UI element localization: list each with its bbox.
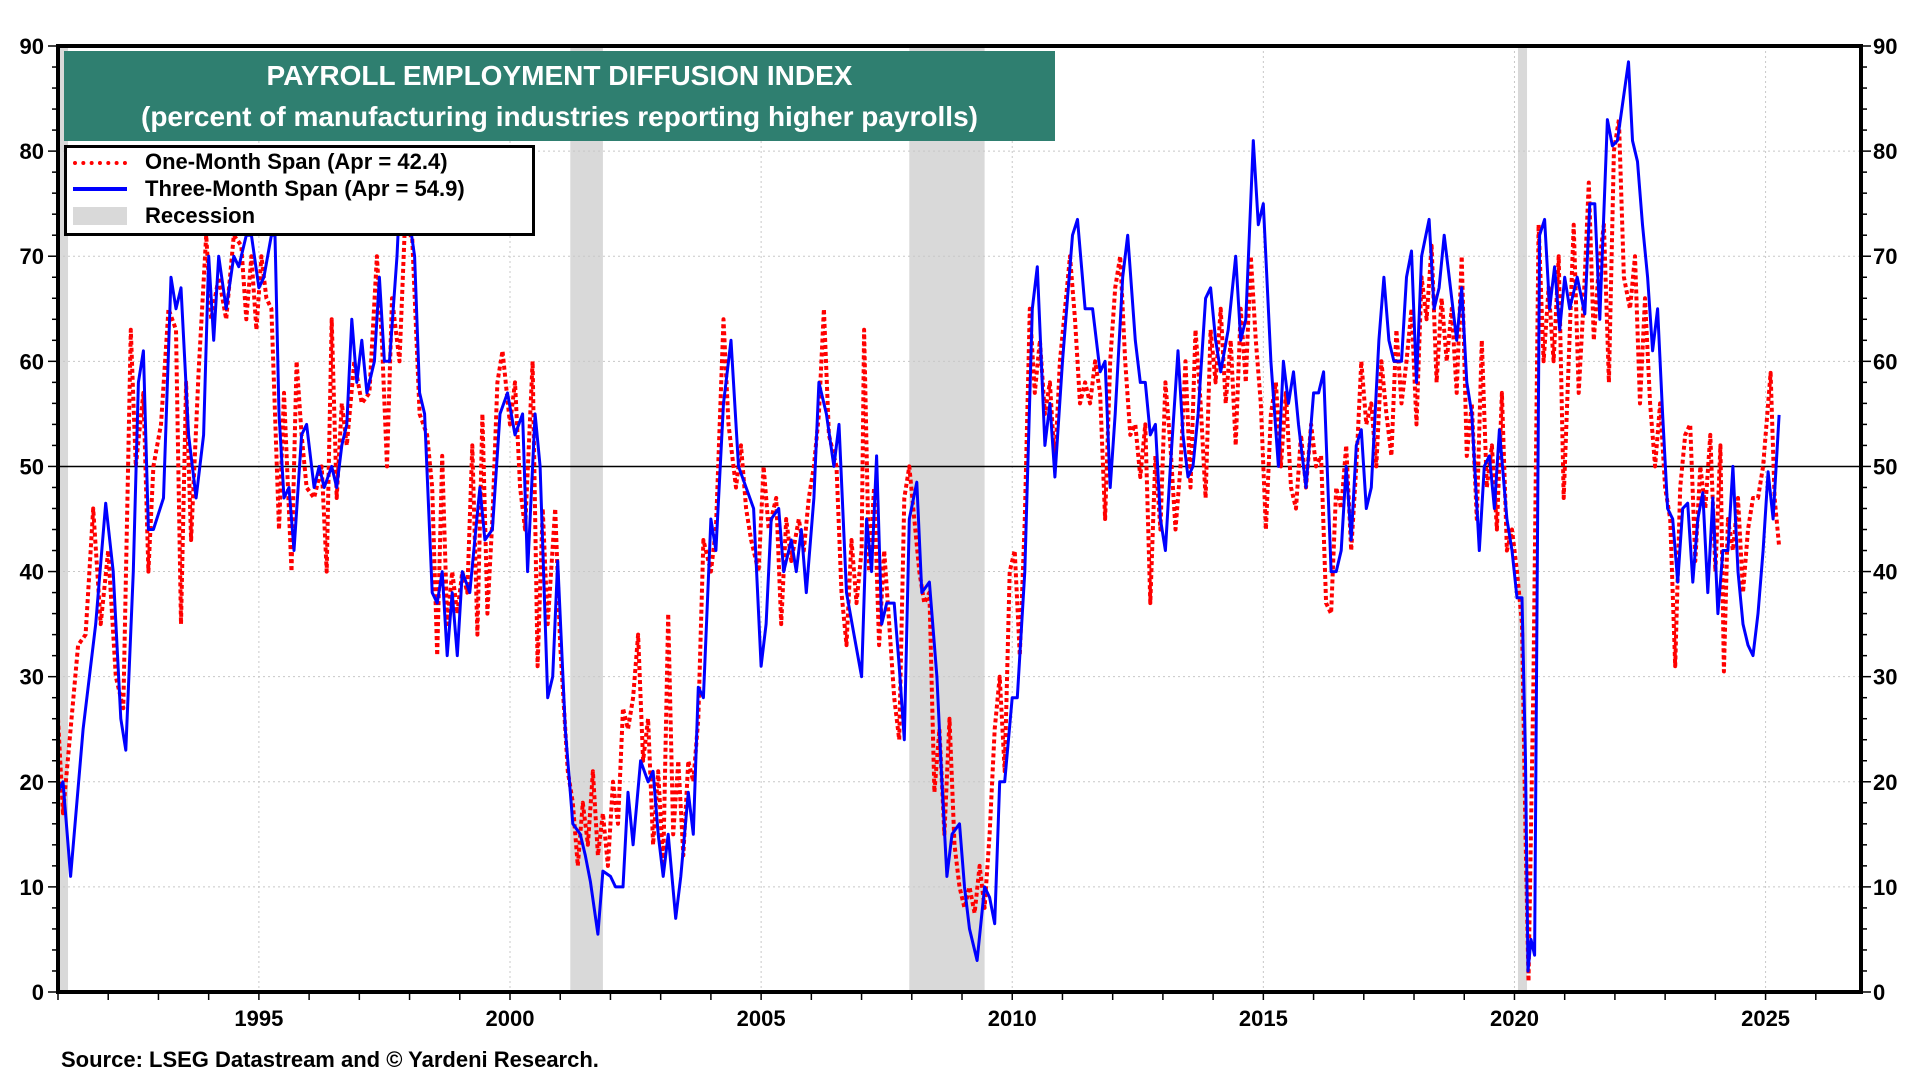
y-tick-label-right: 10 <box>1873 875 1897 900</box>
x-tick-label: 2025 <box>1741 1006 1790 1031</box>
x-tick-label: 2010 <box>988 1006 1037 1031</box>
y-tick-label-left: 0 <box>32 980 44 1005</box>
legend: One-Month Span (Apr = 42.4) Three-Month … <box>64 145 535 236</box>
source-note: Source: LSEG Datastream and © Yardeni Re… <box>61 1047 599 1072</box>
y-tick-label-right: 30 <box>1873 665 1897 690</box>
y-tick-label-left: 40 <box>20 560 44 585</box>
chart-title: PAYROLL EMPLOYMENT DIFFUSION INDEX <box>266 60 853 91</box>
y-tick-label-left: 50 <box>20 454 44 479</box>
legend-item-three-month: Three-Month Span (Apr = 54.9) <box>67 175 532 202</box>
y-tick-label-left: 20 <box>20 770 44 795</box>
y-tick-label-left: 60 <box>20 349 44 374</box>
series-line-three-month <box>56 60 1781 973</box>
x-tick-label: 1995 <box>234 1006 283 1031</box>
x-tick-label: 2000 <box>486 1006 535 1031</box>
recession-band <box>909 46 985 992</box>
y-tick-label-left: 80 <box>20 139 44 164</box>
y-tick-label-right: 50 <box>1873 454 1897 479</box>
series-line-one-month <box>56 117 1782 984</box>
y-tick-label-left: 10 <box>20 875 44 900</box>
recession-band <box>1517 46 1528 992</box>
y-tick-label-left: 70 <box>20 244 44 269</box>
x-tick-label: 2015 <box>1239 1006 1288 1031</box>
y-tick-label-right: 90 <box>1873 34 1897 59</box>
y-tick-label-right: 70 <box>1873 244 1897 269</box>
legend-label: Three-Month Span (Apr = 54.9) <box>145 175 465 201</box>
y-tick-label-left: 30 <box>20 665 44 690</box>
y-tick-label-right: 0 <box>1873 980 1885 1005</box>
legend-swatch-recession <box>73 206 127 225</box>
chart-title-box: PAYROLL EMPLOYMENT DIFFUSION INDEX (perc… <box>64 51 1055 141</box>
y-tick-label-right: 40 <box>1873 560 1897 585</box>
legend-swatch-dotted-red <box>73 160 127 165</box>
y-tick-label-right: 20 <box>1873 770 1897 795</box>
x-tick-label: 2005 <box>737 1006 786 1031</box>
plot-frame <box>56 44 1863 994</box>
recession-band <box>58 46 69 992</box>
chart-subtitle: (percent of manufacturing industries rep… <box>141 101 978 132</box>
legend-swatch-solid-blue <box>73 186 127 191</box>
y-tick-label-right: 60 <box>1873 349 1897 374</box>
legend-item-one-month: One-Month Span (Apr = 42.4) <box>67 148 532 175</box>
y-tick-label-left: 90 <box>20 34 44 59</box>
x-tick-label: 2020 <box>1490 1006 1539 1031</box>
legend-label: Recession <box>145 202 256 228</box>
y-tick-label-right: 80 <box>1873 139 1897 164</box>
legend-item-recession: Recession <box>67 202 532 229</box>
legend-label: One-Month Span (Apr = 42.4) <box>145 148 448 174</box>
